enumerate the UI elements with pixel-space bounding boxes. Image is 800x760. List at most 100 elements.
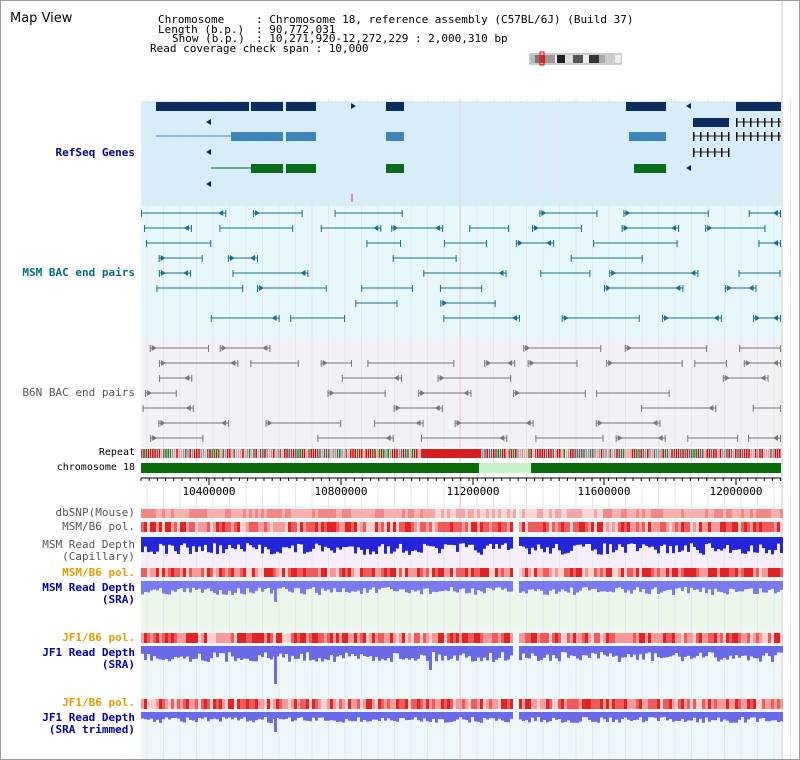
- track-label-refseq[interactable]: RefSeq Genes: [55, 146, 135, 159]
- track-label-b6n-bac[interactable]: B6N BAC end pairs: [22, 386, 135, 399]
- msm-sra-depth: [582, 581, 585, 588]
- jf1-trim-depth: [246, 712, 249, 722]
- dbsnp-bin: [531, 509, 534, 518]
- track-label-dbsnp[interactable]: dbSNP(Mouse): [55, 506, 135, 519]
- msm-b6-pol2-bin: [780, 568, 783, 577]
- track-label-msm-bac[interactable]: MSM BAC end pairs: [22, 266, 135, 279]
- jf1-trim-depth: [543, 712, 546, 720]
- msm-sra-depth: [726, 581, 729, 595]
- msm-b6-pol-bin: [732, 522, 735, 532]
- track-label-msm-b6-pol[interactable]: MSM/B6 pol.: [62, 520, 135, 533]
- jf1-trim-depth: [213, 712, 216, 719]
- gene-tick: [764, 118, 766, 127]
- jf1-b6-pol2-bin: [201, 699, 204, 709]
- msm-capillary-depth: [288, 537, 291, 549]
- msm-capillary-depth: [150, 537, 153, 552]
- msm-sra-depth: [189, 581, 192, 593]
- msm-b6-pol-bin: [699, 522, 702, 532]
- track-label-jf1-depth-sra[interactable]: JF1 Read Depth: [42, 646, 135, 659]
- jf1-sra-depth: [291, 646, 294, 656]
- msm-b6-pol2-bin: [450, 568, 453, 577]
- track-label-repeat[interactable]: Repeat: [98, 447, 135, 458]
- track-label-msm-depth-capillary[interactable]: MSM Read Depth: [42, 538, 135, 551]
- jf1-trim-depth: [546, 712, 549, 723]
- jf1-trim-depth: [732, 712, 735, 723]
- jf1-b6-pol2-bin: [180, 699, 183, 709]
- msm-sra-depth: [600, 581, 603, 592]
- track-label-msm-b6-pol-2[interactable]: MSM/B6 pol.: [62, 566, 135, 579]
- b6n-bac-pair-arrow: [486, 360, 492, 366]
- jf1-trim-depth: [216, 712, 219, 720]
- dbsnp-bin: [162, 509, 165, 518]
- msm-capillary-depth: [735, 537, 738, 550]
- jf1-trim-depth: [609, 712, 612, 718]
- track-label-msm-depth-sra[interactable]: MSM Read Depth: [42, 581, 135, 594]
- track-label-jf1-b6-pol[interactable]: JF1/B6 pol.: [62, 631, 135, 644]
- jf1-trim-depth: [267, 712, 270, 723]
- msm-b6-pol2-bin: [666, 568, 669, 577]
- jf1-b6-pol-bin: [585, 633, 588, 643]
- msm-b6-pol-bin: [372, 522, 375, 532]
- dbsnp-bin: [570, 509, 573, 518]
- dbsnp-bin: [552, 509, 555, 518]
- jf1-sra-depth: [510, 646, 513, 656]
- msm-capillary-depth: [633, 537, 636, 544]
- jf1-sra-depth: [378, 646, 381, 661]
- msm-b6-pol-bin: [165, 522, 168, 532]
- msm-b6-pol2-bin: [618, 568, 621, 577]
- dbsnp-bin: [705, 509, 708, 518]
- msm-capillary-depth: [207, 537, 210, 553]
- jf1-b6-pol2-bin: [549, 699, 552, 709]
- dbsnp-bin: [189, 509, 192, 518]
- msm-sra-depth: [615, 581, 618, 589]
- jf1-b6-pol2-bin: [291, 699, 294, 709]
- msm-sra-depth: [642, 581, 645, 590]
- b6n-bac-pair-end: [668, 390, 670, 397]
- jf1-trim-depth: [399, 712, 402, 719]
- msm-b6-pol-bin: [243, 522, 246, 532]
- dbsnp-bin: [465, 509, 468, 518]
- b6n-bac-pair-arrow: [515, 390, 521, 396]
- msm-capillary-depth: [585, 537, 588, 545]
- msm-capillary-depth: [741, 537, 744, 554]
- jf1-b6-pol-bin: [366, 633, 369, 643]
- msm-sra-depth: [588, 581, 591, 591]
- jf1-trim-depth: [762, 712, 765, 719]
- repeat-mark: [409, 449, 411, 458]
- msm-b6-pol2-bin: [585, 568, 588, 577]
- jf1-b6-pol-bin: [507, 633, 510, 643]
- jf1-trim-depth: [231, 712, 234, 720]
- jf1-b6-pol-bin: [642, 633, 645, 643]
- msm-sra-depth: [753, 581, 756, 595]
- repeat-mark: [517, 449, 519, 458]
- jf1-sra-depth: [741, 646, 744, 656]
- repeat-mark: [484, 449, 486, 458]
- jf1-b6-pol2-bin: [699, 699, 702, 709]
- track-label-jf1-depth-trimmed[interactable]: JF1 Read Depth: [42, 711, 135, 724]
- dbsnp-bin: [447, 509, 450, 518]
- dbsnp-bin: [387, 509, 390, 518]
- msm-sra-depth: [771, 581, 774, 589]
- b6n-bac-pair-end: [384, 390, 386, 397]
- jf1-trim-depth: [660, 712, 663, 718]
- msm-b6-pol-bin: [231, 522, 234, 532]
- repeat-mark: [402, 449, 405, 458]
- jf1-b6-pol2-bin: [306, 699, 309, 709]
- msm-bac-pair-end: [455, 255, 457, 262]
- ideogram-band: [545, 55, 555, 63]
- jf1-b6-pol-bin: [741, 633, 744, 643]
- msm-sra-depth: [180, 581, 183, 589]
- track-label-jf1-b6-pol-2[interactable]: JF1/B6 pol.: [62, 696, 135, 709]
- track-label-chromosome[interactable]: chromosome 18: [56, 462, 135, 473]
- jf1-sra-depth: [219, 646, 222, 654]
- msm-sra-depth: [453, 581, 456, 592]
- msm-b6-pol2-bin: [348, 568, 351, 577]
- msm-b6-pol-bin: [780, 522, 783, 532]
- msm-capillary-depth: [462, 537, 465, 544]
- jf1-trim-depth: [153, 712, 156, 723]
- jf1-b6-pol-bin: [636, 633, 639, 643]
- jf1-trim-depth: [306, 712, 309, 721]
- msm-capillary-depth: [591, 537, 594, 551]
- msm-b6-pol2-bin: [300, 568, 303, 577]
